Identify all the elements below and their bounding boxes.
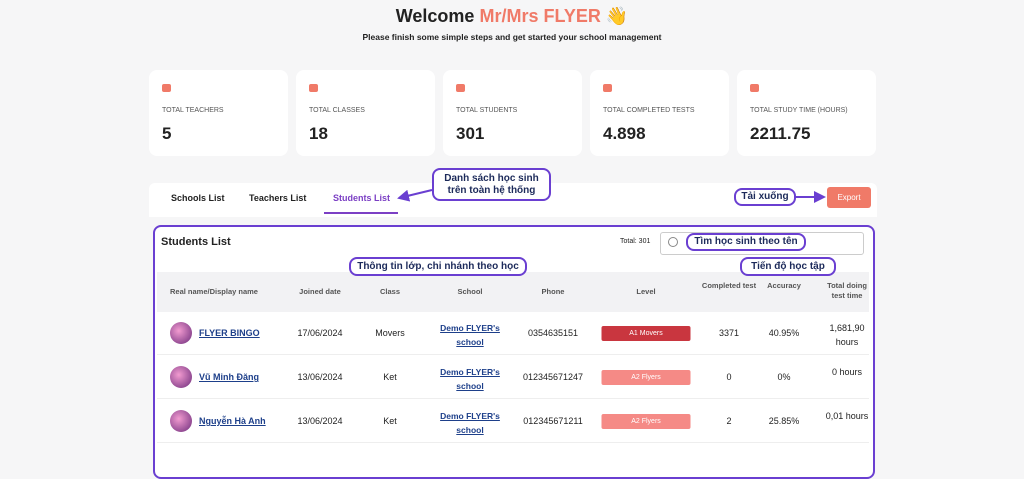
student-name[interactable]: Nguyễn Hà Anh: [199, 416, 266, 426]
welcome: Welcome Mr/Mrs FLYER 👋: [0, 6, 1024, 27]
level-badge: A1 Movers: [601, 326, 691, 341]
column-header: Level: [636, 287, 656, 296]
row-divider: [157, 354, 869, 355]
stat-label: TOTAL STUDENTS: [456, 107, 518, 114]
stat-icon: [456, 84, 465, 92]
column-header: School: [457, 287, 483, 296]
stat-value: 4.898: [603, 124, 646, 143]
stat-value: 301: [456, 124, 485, 143]
row-divider: [157, 398, 869, 399]
cell: 13/06/2024: [297, 416, 343, 426]
table-header: [157, 272, 869, 312]
column-header: Completed test: [701, 281, 757, 290]
cell: 25.85%: [768, 416, 800, 426]
stat-value: 2211.75: [750, 124, 811, 143]
annotation-line: trên toàn hệ thống: [447, 185, 536, 196]
cell: 40.95%: [768, 328, 800, 338]
annotation: Tải xuống: [734, 188, 796, 206]
cell: Ket: [383, 372, 397, 382]
tab[interactable]: Teachers List: [249, 193, 307, 203]
column-header: Accuracy: [767, 281, 801, 290]
stat-card: TOTAL STUDENTS 301: [443, 70, 582, 156]
tab-active[interactable]: Students List: [333, 193, 391, 203]
column-header: Class: [379, 287, 401, 296]
student-name[interactable]: Vũ Minh Đăng: [199, 372, 259, 382]
cell: 012345671211: [523, 416, 583, 426]
stat-card: TOTAL TEACHERS 5: [149, 70, 288, 156]
annotation: Danh sách học sinh trên toàn hệ thống: [432, 168, 551, 201]
stat-icon: [750, 84, 759, 92]
annotation: Thông tin lớp, chi nhánh theo học: [349, 257, 527, 276]
stat-value: 18: [309, 124, 328, 143]
study-time: 0 hours: [831, 367, 863, 377]
panel-title: Students List: [161, 236, 231, 248]
level-badge: A2 Flyers: [601, 414, 691, 429]
level-badge: A2 Flyers: [601, 370, 691, 385]
search-icon: [668, 237, 678, 247]
student-name[interactable]: FLYER BINGO: [199, 328, 260, 338]
cell: 2: [726, 416, 732, 426]
stat-label: TOTAL TEACHERS: [162, 107, 224, 114]
tab-underline: [324, 212, 398, 214]
stat-card: TOTAL CLASSES 18: [296, 70, 435, 156]
cell: 3371: [718, 328, 740, 338]
annotation-line: Danh sách học sinh: [444, 173, 539, 184]
avatar: [170, 322, 192, 344]
stat-icon: [162, 84, 171, 92]
stat-label: TOTAL STUDY TIME (HOURS): [750, 107, 848, 114]
stat-label: TOTAL CLASSES: [309, 107, 365, 114]
cell: 012345671247: [522, 372, 584, 382]
title: Welcome: [395, 6, 475, 26]
annotation: Tiến độ học tập: [740, 257, 836, 276]
subtitle: Please finish some simple steps and get …: [362, 32, 662, 42]
school-link[interactable]: Demo FLYER's school: [440, 323, 500, 347]
tab[interactable]: Schools List: [171, 193, 225, 203]
avatar: [170, 366, 192, 388]
cell: Ket: [383, 416, 397, 426]
column-header: Joined date: [299, 287, 341, 296]
cell: 17/06/2024: [297, 328, 343, 338]
stat-icon: [309, 84, 318, 92]
study-time: 0,01 hours: [825, 411, 869, 421]
school-link[interactable]: Demo FLYER's school: [440, 367, 500, 391]
export-button[interactable]: Export: [827, 187, 871, 208]
stat-value: 5: [162, 124, 172, 143]
stat-card: TOTAL COMPLETED TESTS 4.898: [590, 70, 729, 156]
avatar: [170, 410, 192, 432]
row-divider: [157, 442, 869, 443]
cell: 13/06/2024: [297, 372, 343, 382]
total: Total: 301: [620, 238, 651, 245]
cell: 0%: [777, 372, 791, 382]
page: Welcome Mr/Mrs FLYER 👋 Please finish som…: [0, 6, 1024, 479]
cell: 0: [726, 372, 732, 382]
school-link[interactable]: Demo FLYER's school: [440, 411, 500, 435]
stat-card: TOTAL STUDY TIME (HOURS) 2211.75: [737, 70, 876, 156]
study-time: 1,681,90 hours: [829, 323, 865, 347]
column-header: Total doing test time: [827, 281, 867, 300]
stat-label: TOTAL COMPLETED TESTS: [603, 107, 695, 114]
cell: Movers: [375, 328, 405, 338]
title-highlight: Mr/Mrs FLYER 👋: [479, 6, 629, 26]
stat-icon: [603, 84, 612, 92]
column-header: Real name/Display name: [170, 287, 258, 296]
annotation: Tìm học sinh theo tên: [686, 233, 806, 251]
column-header: Phone: [541, 287, 565, 296]
cell: 0354635151: [527, 328, 579, 338]
